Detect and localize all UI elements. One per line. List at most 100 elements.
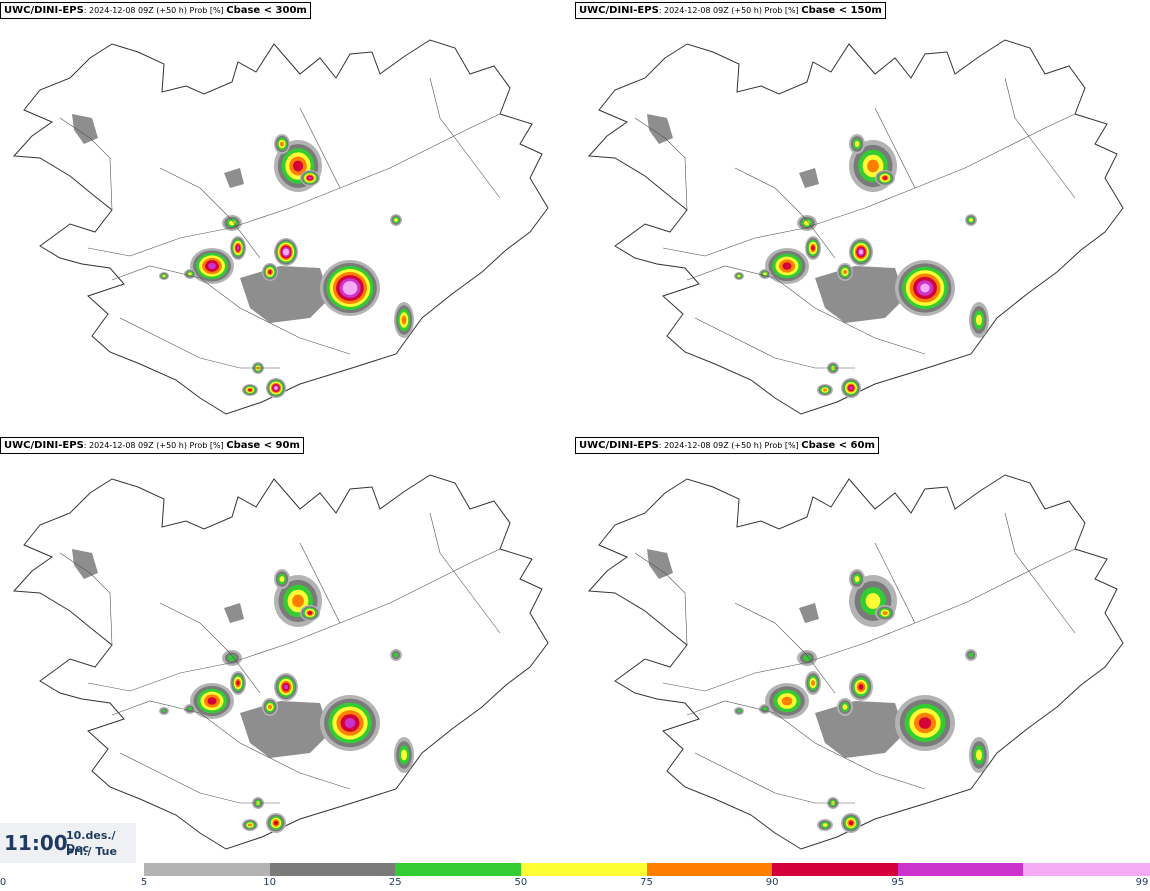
- threshold-label: Cbase < 90m: [226, 440, 300, 451]
- road: [299, 542, 341, 624]
- probability-area-grey: [224, 168, 244, 188]
- iceland-map: [587, 474, 1124, 850]
- road: [429, 77, 501, 199]
- probability-colorbar: [144, 863, 1150, 876]
- probability-contour: [843, 269, 847, 275]
- probability-contour: [811, 245, 815, 251]
- panel-title: UWC/DINI-EPS: 2024-12-08 09Z (+50 h) Pro…: [0, 2, 311, 19]
- colorbar-tick-label: 99: [1135, 877, 1149, 888]
- probability-contour: [208, 262, 216, 270]
- colorbar-segment: [269, 863, 396, 876]
- road: [87, 622, 341, 692]
- probability-contour: [248, 388, 252, 392]
- road: [339, 548, 501, 624]
- colorbar-segment: [395, 863, 522, 876]
- probability-contour: [268, 270, 272, 274]
- road: [159, 167, 261, 259]
- probability-contour: [803, 654, 811, 662]
- probability-contour: [969, 218, 973, 222]
- probability-contour: [248, 823, 252, 827]
- model-name: UWC/DINI-EPS: [579, 440, 659, 451]
- probability-area-grey: [240, 266, 330, 323]
- probability-area-grey: [815, 266, 905, 323]
- probability-contour: [401, 315, 407, 325]
- valid-date-line-1: 10.des./ Dec: [66, 829, 116, 855]
- probability-contour: [781, 696, 793, 706]
- colorbar-segment: [772, 863, 899, 876]
- iceland-map: [12, 474, 549, 850]
- probability-contour: [804, 220, 810, 226]
- probability-contour: [782, 262, 792, 270]
- probability-contour: [229, 220, 235, 226]
- road: [634, 117, 688, 211]
- probability-contour: [345, 284, 355, 292]
- run-info: : 2024-12-08 09Z (+50 h) Prob [%]: [658, 6, 802, 15]
- run-info: : 2024-12-08 09Z (+50 h) Prob [%]: [83, 6, 227, 15]
- probability-contour: [865, 593, 881, 609]
- road: [662, 187, 916, 257]
- road: [874, 107, 916, 189]
- probability-contour: [867, 159, 879, 173]
- probability-contour: [188, 272, 192, 276]
- colorbar-tick-label: 50: [514, 877, 528, 888]
- probability-contour: [823, 388, 827, 392]
- probability-contour: [811, 680, 815, 686]
- probability-contour: [920, 283, 930, 293]
- road: [111, 265, 351, 355]
- probability-contour: [236, 245, 240, 251]
- threshold-label: Cbase < 150m: [801, 5, 882, 16]
- probability-contour: [284, 250, 288, 254]
- probability-contour: [394, 218, 398, 222]
- colorbar-tick-label: 90: [765, 877, 779, 888]
- road: [119, 317, 280, 369]
- map-panel: UWC/DINI-EPS: 2024-12-08 09Z (+50 h) Pro…: [575, 0, 1150, 435]
- probability-contour: [292, 594, 304, 608]
- model-name: UWC/DINI-EPS: [579, 5, 659, 16]
- coastline: [587, 474, 1124, 850]
- probability-contour: [918, 717, 932, 729]
- model-name: UWC/DINI-EPS: [4, 440, 84, 451]
- probability-contour: [236, 680, 240, 686]
- colorbar-tick-label: 5: [140, 877, 148, 888]
- road: [694, 317, 855, 369]
- coastline: [12, 474, 549, 850]
- probability-contour: [737, 274, 741, 278]
- road: [59, 552, 113, 646]
- probability-contour: [976, 314, 982, 326]
- probability-area-grey: [224, 603, 244, 623]
- valid-time-box: 11:00 10.des./ Dec Þri./ Tue: [0, 823, 136, 863]
- probability-contour: [273, 820, 279, 826]
- colorbar-tick-label: 95: [891, 877, 905, 888]
- probability-contour: [293, 160, 303, 172]
- road: [734, 167, 836, 259]
- probability-contour: [207, 697, 217, 705]
- probability-contour: [393, 652, 399, 658]
- road: [634, 552, 688, 646]
- colorbar-segment: [520, 863, 647, 876]
- road: [111, 700, 351, 790]
- panel-title: UWC/DINI-EPS: 2024-12-08 09Z (+50 h) Pro…: [575, 437, 879, 454]
- probability-area-grey: [799, 603, 819, 623]
- probability-contour: [849, 386, 853, 390]
- map-panel: UWC/DINI-EPS: 2024-12-08 09Z (+50 h) Pro…: [0, 435, 575, 870]
- road: [1004, 512, 1076, 634]
- road: [119, 752, 280, 804]
- road: [686, 265, 926, 355]
- threshold-label: Cbase < 300m: [226, 5, 307, 16]
- probability-area-grey: [799, 168, 819, 188]
- road: [339, 113, 501, 189]
- road: [914, 113, 1076, 189]
- road: [686, 700, 926, 790]
- probability-contour: [763, 272, 767, 276]
- run-info: : 2024-12-08 09Z (+50 h) Prob [%]: [83, 441, 227, 450]
- probability-contour: [968, 652, 974, 658]
- probability-contour: [854, 141, 860, 147]
- coastline: [587, 39, 1124, 415]
- road: [914, 548, 1076, 624]
- probability-area-grey: [72, 114, 98, 144]
- probability-contour: [268, 704, 272, 710]
- probability-area-grey: [72, 549, 98, 579]
- colorbar-tick-label: 75: [640, 877, 653, 888]
- road: [734, 602, 836, 694]
- probability-contour: [762, 707, 768, 711]
